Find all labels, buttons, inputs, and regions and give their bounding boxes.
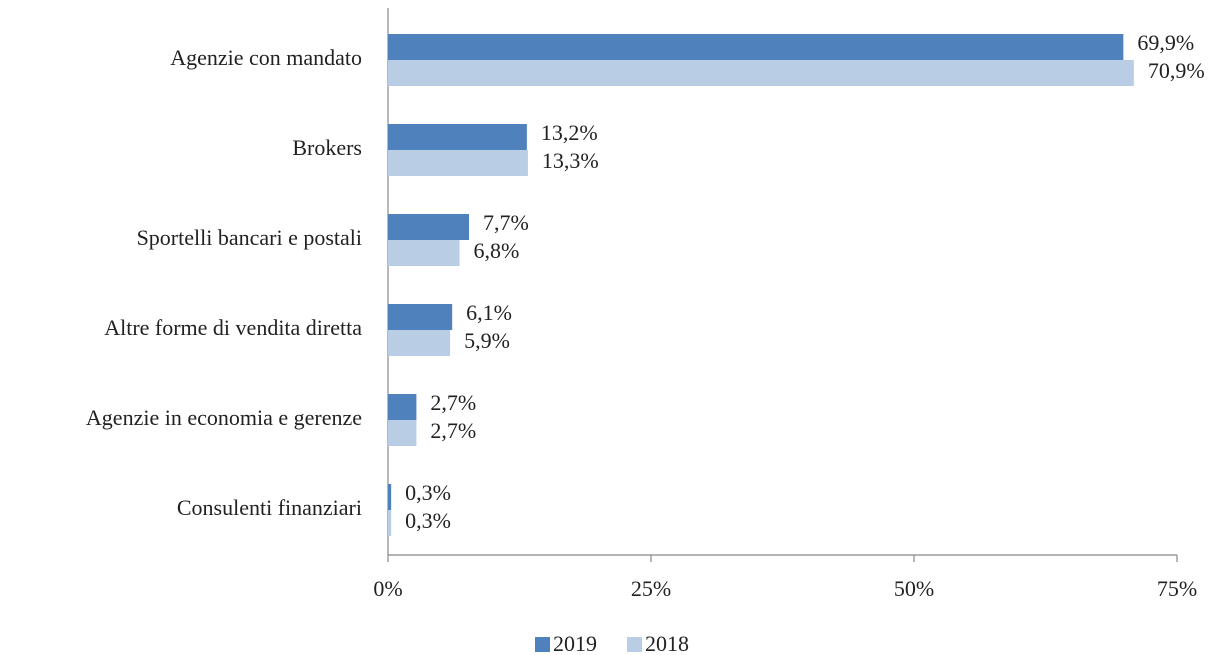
data-label: 5,9% [464, 328, 510, 353]
data-label: 13,3% [542, 148, 599, 173]
y-tick-label: Agenzie in economia e gerenze [86, 405, 362, 430]
bar [388, 484, 392, 510]
legend-label: 2018 [645, 631, 689, 655]
data-label: 2,7% [430, 418, 476, 443]
bar [388, 240, 460, 266]
x-tick-label: 50% [894, 576, 934, 601]
bar [388, 214, 470, 240]
data-label: 13,2% [541, 120, 598, 145]
y-tick-label: Altre forme di vendita diretta [104, 315, 362, 340]
y-tick-label: Agenzie con mandato [170, 45, 362, 70]
x-tick-label: 0% [373, 576, 402, 601]
data-label: 69,9% [1137, 30, 1194, 55]
y-tick-label: Sportelli bancari e postali [137, 225, 362, 250]
data-label: 0,3% [405, 480, 451, 505]
bar [388, 150, 528, 176]
bar [388, 394, 417, 420]
legend-swatch [535, 637, 550, 652]
bar [388, 510, 392, 536]
bar [388, 124, 527, 150]
data-label: 7,7% [483, 210, 529, 235]
data-label: 2,7% [430, 390, 476, 415]
bar [388, 304, 453, 330]
data-label: 0,3% [405, 508, 451, 533]
legend-label: 2019 [553, 631, 597, 655]
y-tick-label: Consulenti finanziari [177, 495, 362, 520]
bar [388, 330, 451, 356]
bar [388, 34, 1124, 60]
bar [388, 420, 417, 446]
x-tick-label: 75% [1157, 576, 1197, 601]
data-label: 70,9% [1148, 58, 1205, 83]
y-tick-label: Brokers [292, 135, 362, 160]
x-tick-label: 25% [631, 576, 671, 601]
data-label: 6,8% [474, 238, 520, 263]
data-label: 6,1% [466, 300, 512, 325]
legend-swatch [627, 637, 642, 652]
bar [388, 60, 1134, 86]
